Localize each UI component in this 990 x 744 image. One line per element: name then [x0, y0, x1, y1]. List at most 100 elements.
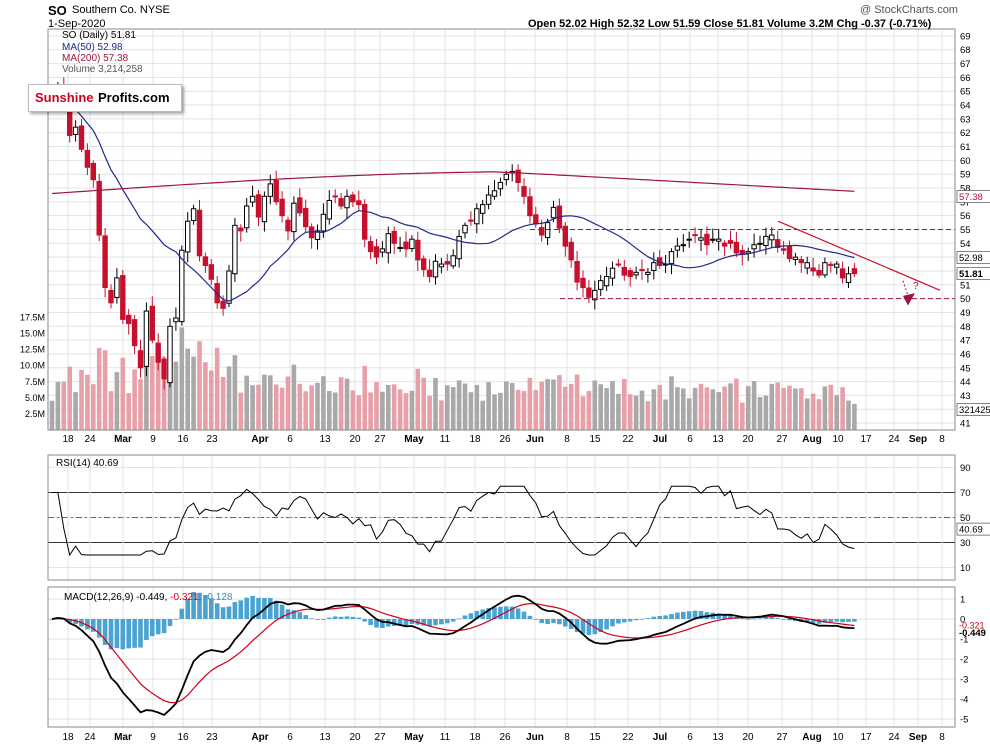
volume-bar [238, 392, 244, 430]
macd-title-hist: -0.128 [204, 592, 233, 603]
candle-body [839, 268, 846, 279]
macd-histogram-bar [327, 617, 332, 619]
volume-bar [757, 397, 763, 430]
volume-bar [521, 391, 527, 430]
macd-histogram-bar [745, 618, 751, 620]
date-tick-label: 27 [776, 732, 788, 743]
volume-bar [344, 378, 350, 430]
volume-bar [226, 366, 232, 430]
candle-body [238, 227, 244, 232]
volume-bar [303, 391, 308, 430]
candle-body [674, 245, 681, 251]
candle-body [769, 234, 775, 241]
candle-body [338, 198, 344, 207]
value-tag: 52.98 [959, 253, 983, 264]
volume-bars [49, 327, 857, 430]
volume-bar [616, 393, 621, 430]
macd-histogram-bar [521, 611, 527, 619]
macd-histogram-bar [85, 619, 90, 630]
volume-bar [533, 390, 539, 430]
volume-bar [350, 390, 356, 430]
macd-histogram-bar [698, 610, 704, 619]
candle-body [692, 234, 698, 237]
date-tick-label: 15 [589, 434, 601, 445]
candle-body [391, 230, 397, 244]
price-tick-label: 50 [960, 294, 971, 305]
volume-bar [108, 391, 114, 430]
volume-bar [698, 383, 704, 430]
macd-tick-label: 1 [960, 595, 965, 606]
macd-histogram-bar [852, 619, 857, 622]
date-tick-label: 18 [469, 732, 481, 743]
candle-body [574, 261, 580, 283]
volume-bar [155, 347, 161, 430]
macd-histogram-bar [468, 613, 474, 619]
candle-body [297, 197, 303, 214]
macd-histogram-bar [315, 619, 320, 620]
macd-histogram-bar [250, 595, 255, 619]
volume-bar [421, 377, 426, 430]
price-tick-label: 65 [960, 87, 971, 98]
candle-body [114, 277, 120, 298]
price-tick-label: 63 [960, 114, 971, 125]
volume-tick-label: 17.5M [20, 313, 45, 323]
volume-tick-label: 10.0M [20, 361, 45, 371]
volume-bar [663, 399, 668, 430]
candle-body [615, 263, 622, 266]
date-tick-label: 22 [622, 434, 634, 445]
volume-bar [214, 347, 220, 430]
candle-body [798, 259, 804, 264]
macd-histogram-bar [834, 619, 839, 622]
volume-bar [427, 395, 432, 430]
date-tick-label: 6 [687, 732, 693, 743]
volume-bar [126, 393, 131, 430]
macd-histogram-bar [592, 619, 598, 635]
volume-bar [91, 384, 96, 430]
candle-body [108, 289, 114, 304]
volume-bar [509, 383, 515, 430]
candle-body [845, 273, 852, 283]
rsi-tick-label: 70 [960, 488, 971, 499]
macd-histogram-bar [651, 616, 657, 619]
volume-tick-label: 7.5M [25, 377, 45, 387]
macd-histogram-bar [757, 618, 763, 620]
volume-bar [445, 385, 450, 430]
macd-histogram-bar [545, 619, 550, 625]
candle-body [603, 276, 610, 287]
candle-body [432, 260, 439, 278]
volume-bar [173, 361, 179, 430]
volume-bar [309, 385, 314, 430]
macd-histogram-bar [663, 615, 668, 619]
macd-histogram-bar [822, 619, 828, 623]
logo-part2: Profits.com [98, 90, 170, 105]
candle-body [598, 280, 604, 290]
macd-histogram-bar [203, 594, 208, 619]
volume-bar [545, 379, 550, 430]
volume-bar [368, 392, 373, 430]
volume-bar [409, 390, 415, 430]
macd-histogram-bar [155, 619, 161, 635]
candle-body [792, 256, 799, 261]
macd-histogram-bar [238, 600, 244, 619]
volume-bar [49, 400, 55, 430]
volume-bar [185, 348, 190, 430]
candle-body [267, 183, 274, 197]
macd-histogram-bar [639, 618, 645, 620]
candle-body [704, 233, 710, 246]
volume-bar [610, 381, 615, 430]
price-tick-label: 46 [960, 349, 971, 360]
candle-body [403, 241, 409, 250]
volume-bar [291, 364, 297, 430]
macd-histogram-bar [681, 611, 686, 619]
candle-body [291, 202, 297, 233]
candle-body [131, 319, 138, 347]
volume-bar [604, 388, 609, 430]
legend-ma50: MA(50) 52.98 [62, 42, 123, 53]
macd-histogram-bar [297, 612, 303, 619]
date-tick-label: Jun [526, 434, 544, 445]
volume-bar [244, 375, 249, 430]
candle-body [804, 262, 810, 269]
date-tick-label: 22 [622, 732, 634, 743]
volume-bar [781, 387, 786, 430]
